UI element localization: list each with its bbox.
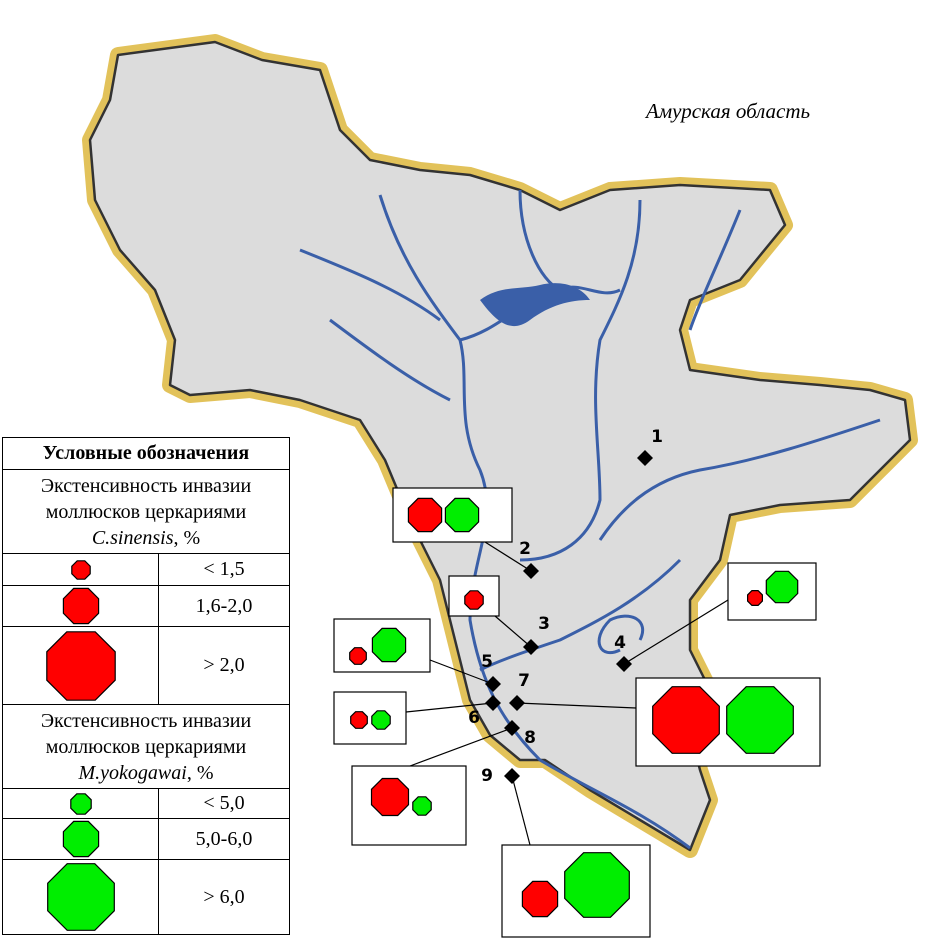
legend-class: < 1,5	[158, 553, 290, 586]
site-marker	[504, 720, 520, 736]
legend-symbol	[70, 559, 91, 580]
octagon	[370, 777, 410, 817]
octagon	[464, 590, 484, 610]
site-number: 3	[538, 614, 550, 634]
site-marker	[637, 450, 653, 466]
site-marker	[485, 695, 501, 711]
legend-symbol	[62, 587, 99, 625]
octagon	[62, 587, 99, 625]
legend-intro: Экстенсивность инвазии моллюсков церкари…	[40, 709, 252, 758]
site-marker	[523, 563, 539, 579]
site-number: 7	[518, 671, 530, 691]
site-number: 4	[614, 633, 626, 653]
legend-species: C.sinensis	[91, 526, 174, 549]
legend-unit: , %	[186, 761, 214, 784]
octagon	[444, 497, 480, 533]
legend-species: M.yokogawai	[78, 761, 187, 784]
legend-symbol	[45, 630, 116, 701]
octagon	[746, 589, 764, 607]
region-outline	[88, 40, 912, 852]
legend-class: > 6,0	[158, 859, 290, 935]
leader-line	[623, 599, 729, 665]
leader-line	[405, 702, 494, 713]
octagon	[349, 647, 367, 665]
legend-symbol	[69, 792, 92, 815]
octagon	[521, 880, 559, 918]
leader-line	[484, 541, 532, 572]
octagon	[62, 820, 99, 858]
legend-heading: Экстенсивность инвазии моллюсков церкари…	[2, 469, 290, 554]
legend-class: < 5,0	[158, 788, 290, 819]
legend-unit: , %	[173, 526, 201, 549]
site-number: 5	[481, 652, 493, 672]
legend-class: 1,6-2,0	[158, 585, 290, 627]
leader-line	[429, 659, 494, 685]
octagon	[564, 852, 630, 918]
octagon	[46, 863, 115, 931]
leader-line	[516, 702, 637, 709]
octagon	[70, 559, 91, 580]
reservoir	[480, 283, 590, 327]
leader-line	[494, 615, 532, 648]
octagon	[412, 796, 432, 816]
site-marker	[485, 676, 501, 692]
site-marker	[523, 639, 539, 655]
leader-line	[409, 727, 513, 767]
octagon	[69, 792, 92, 815]
site-marker	[504, 768, 520, 784]
site-marker	[509, 695, 525, 711]
legend-title: Условные обозначения	[2, 437, 290, 470]
legend: Условные обозначения Экстенсивность инва…	[2, 437, 290, 935]
octagon	[350, 711, 368, 729]
legend-class: 5,0-6,0	[158, 818, 290, 860]
octagon	[765, 570, 799, 604]
rivers	[299, 189, 881, 850]
octagon	[371, 627, 407, 663]
site-number: 6	[468, 708, 480, 728]
legend-heading: Экстенсивность инвазии моллюсков церкари…	[2, 704, 290, 789]
octagon	[407, 497, 443, 533]
legend-class: > 2,0	[158, 626, 290, 705]
region-label: Амурская область	[644, 99, 810, 123]
octagon	[726, 686, 794, 754]
site-marker	[616, 656, 632, 672]
octagon	[652, 686, 720, 754]
site-number: 9	[481, 766, 493, 786]
site-number: 1	[651, 427, 663, 447]
legend-symbol	[46, 863, 115, 931]
callout-box	[333, 691, 407, 745]
octagon	[45, 630, 116, 701]
octagon	[371, 710, 391, 730]
leader-line	[511, 775, 531, 846]
legend-symbol	[62, 820, 99, 858]
legend-intro: Экстенсивность инвазии моллюсков церкари…	[40, 474, 252, 523]
site-number: 8	[524, 728, 536, 748]
site-number: 2	[519, 539, 531, 559]
callout-box	[351, 765, 467, 846]
